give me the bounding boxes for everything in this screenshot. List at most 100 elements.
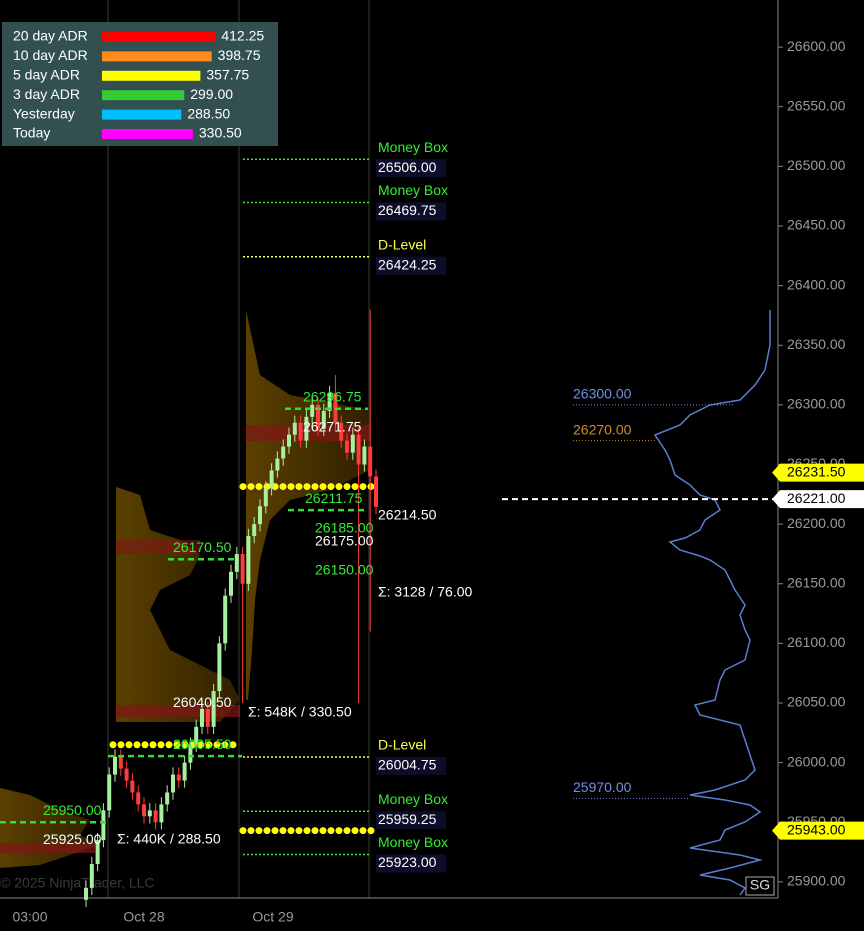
x-tick-label: 03:00 [12,909,47,925]
badge-box [745,876,775,896]
candle-body [339,422,344,441]
candle-body [217,643,222,692]
candle-body [211,691,216,727]
candle-body [350,434,355,453]
candle-body [142,804,146,817]
price-label: 26040.50 [173,694,232,710]
volume-node [0,843,95,853]
market-profile [653,310,771,896]
price-label: 26271.75 [303,418,362,434]
candle-body [182,762,187,781]
legend-bar [102,109,182,120]
candle-body [345,440,349,453]
legend-bar [102,32,216,42]
candle-body [200,708,204,727]
candle-body [89,864,94,888]
axis-marker-label: 25943.00 [787,821,846,837]
candle-body [165,792,170,805]
candle-body [252,524,257,537]
legend-value: 412.25 [221,28,264,44]
axis-marker [772,821,864,840]
candle-body [188,744,193,763]
legend-name: 3 day ADR [13,86,80,102]
volume-profiles [0,310,370,868]
legend-name: Today [13,125,50,141]
level-name: Money Box [378,182,448,198]
volume-stat: Σ: 548K / 330.50 [248,704,352,720]
axis-marker-label: 26231.50 [787,463,846,479]
price-label: 25950.00 [43,802,102,818]
candle-body [281,446,286,459]
candle-body [246,536,251,584]
candle-body [223,595,228,644]
y-tick-label: 26400.00 [787,276,846,292]
volume-node [116,540,200,554]
candle-body [118,756,123,769]
price-label: 25925.00 [43,831,102,847]
legend-name: Yesterday [13,105,75,121]
candle-body [147,810,152,817]
legend-name: 20 day ADR [13,28,88,44]
level-name: D-Level [378,236,426,252]
y-tick-label: 26100.00 [787,634,846,650]
candle-body [153,810,158,823]
candle-body [107,774,112,811]
level-value: 26469.75 [378,202,437,218]
level-value: 26424.25 [378,256,437,272]
candle-body [136,792,141,805]
candle-body [176,774,181,781]
legend-bar [102,70,201,81]
candle-body [240,553,245,584]
legend-value: 357.75 [206,67,249,83]
badge: SG [750,877,770,893]
y-tick-label: 26350.00 [787,336,846,352]
candle-body [304,416,309,441]
candle-body [124,768,129,781]
y-tick-label: 26000.00 [787,753,846,769]
y-tick-label: 26500.00 [787,157,846,173]
candle-body [95,840,100,865]
volume-stat: Σ: 440K / 288.50 [117,831,221,847]
y-tick-label: 26150.00 [787,574,846,590]
level-value-box [376,159,446,178]
y-tick-label: 26450.00 [787,217,846,233]
axis-marker-label: 26221.00 [787,490,846,506]
level-name: Money Box [378,791,448,807]
candle-body [316,404,320,429]
candle-body [229,571,233,596]
price-label: 26214.50 [378,507,437,523]
y-tick-label: 26050.00 [787,694,846,710]
legend-value: 299.00 [190,86,233,102]
profile-label: 26300.00 [573,386,632,402]
candle-body [113,756,117,775]
price-label: 26150.00 [315,561,374,577]
legend-name: 5 day ADR [13,67,80,83]
legend-value: 398.75 [218,47,261,63]
candle-body [269,470,274,489]
level-name: D-Level [378,737,426,753]
candle-body [362,446,367,465]
candle-body [356,434,361,465]
candle-body [84,887,88,900]
price-label: 26185.00 [315,520,374,536]
legend-bar [102,51,212,62]
level-value: 25923.00 [378,854,437,870]
volume-stat: Σ: 3128 / 76.00 [378,584,472,600]
y-tick-label: 25900.00 [787,873,846,889]
candle-body [292,422,297,435]
candle-body [194,726,199,745]
candle-body [275,458,280,471]
price-label: 26175.00 [315,533,374,549]
x-tick-label: Oct 29 [252,909,293,925]
candle-body [287,434,291,447]
axis-marker [772,490,864,509]
price-label: 26296.75 [303,388,362,404]
level-value: 25959.25 [378,811,437,827]
watermark: © 2025 NinjaTrader, LLC [0,875,155,891]
candle-body [374,476,378,507]
candle-body [310,404,315,417]
y-tick-label: 26300.00 [787,396,846,412]
volume-profile [246,310,370,700]
legend-bar [102,90,185,101]
